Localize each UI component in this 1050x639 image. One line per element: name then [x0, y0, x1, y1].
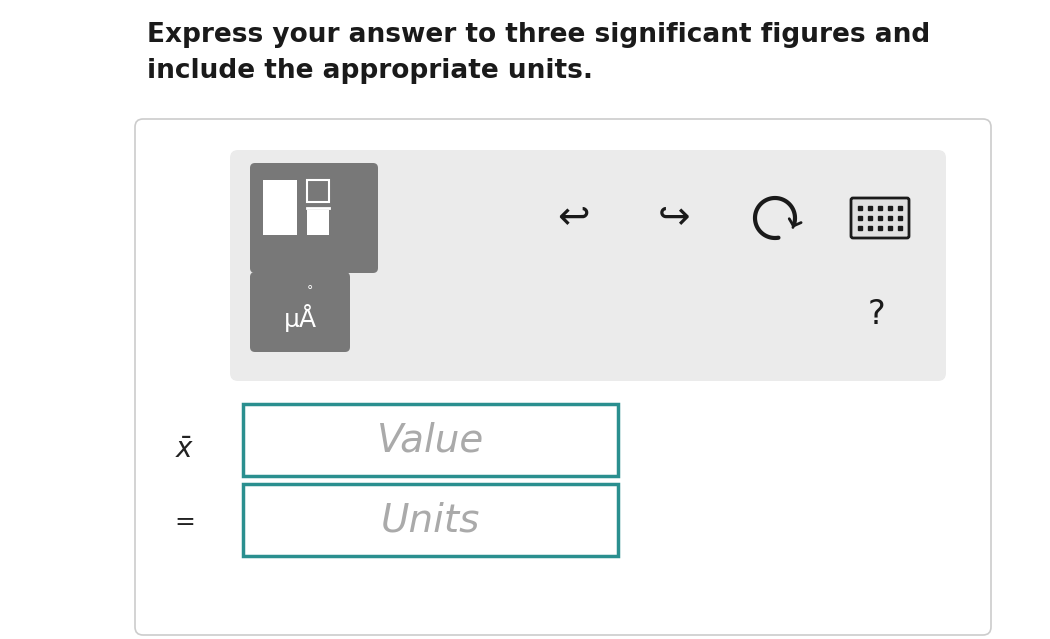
Text: ↪: ↪ — [657, 199, 690, 237]
FancyBboxPatch shape — [243, 404, 618, 476]
FancyBboxPatch shape — [135, 119, 991, 635]
FancyBboxPatch shape — [250, 163, 378, 273]
Text: =: = — [174, 510, 195, 534]
Text: $\bar{x}$: $\bar{x}$ — [175, 436, 194, 464]
Text: °: ° — [307, 284, 313, 298]
FancyBboxPatch shape — [230, 150, 946, 381]
FancyBboxPatch shape — [250, 272, 350, 352]
Text: Express your answer to three significant figures and: Express your answer to three significant… — [147, 22, 930, 48]
Text: μÅ: μÅ — [284, 304, 316, 332]
FancyBboxPatch shape — [262, 180, 297, 235]
FancyBboxPatch shape — [307, 210, 329, 235]
Text: ↩: ↩ — [556, 199, 589, 237]
Text: include the appropriate units.: include the appropriate units. — [147, 58, 593, 84]
Text: ?: ? — [867, 298, 885, 332]
FancyBboxPatch shape — [243, 484, 618, 556]
Text: Value: Value — [377, 421, 484, 459]
FancyBboxPatch shape — [850, 198, 909, 238]
Text: Units: Units — [381, 501, 480, 539]
